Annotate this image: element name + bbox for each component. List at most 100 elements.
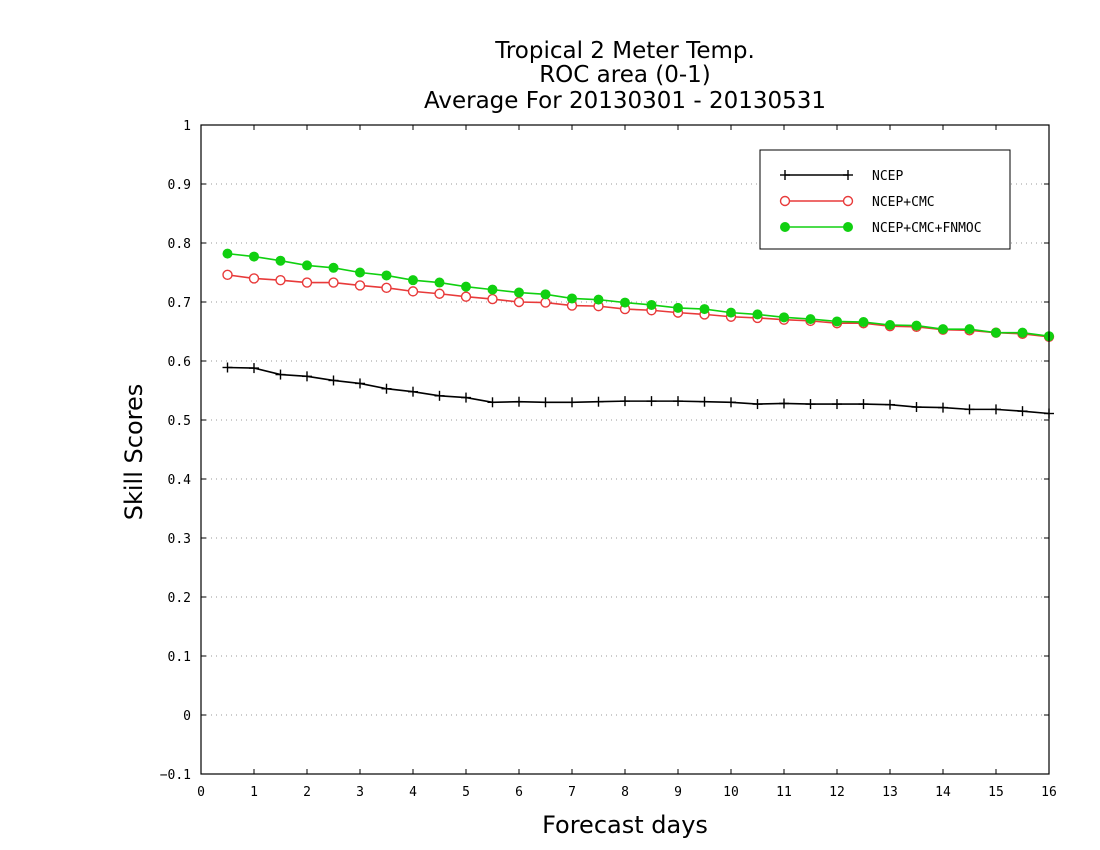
- series-ncep: [222, 362, 1054, 419]
- data-point-ncep-cmc-fnmoc: [964, 324, 975, 335]
- legend: NCEP NCEP+CMC NCEP+CMC+FNMOC: [759, 149, 1011, 250]
- data-point-ncep: [911, 402, 922, 413]
- data-point-ncep: [1017, 406, 1028, 417]
- data-point-ncep: [514, 396, 524, 407]
- data-point-ncep-cmc: [328, 277, 339, 288]
- data-point-ncep: [673, 396, 683, 407]
- x-tick-label: 11: [776, 785, 792, 800]
- data-point-ncep: [540, 397, 551, 408]
- legend-label: NCEP+CMC+FNMOC: [872, 221, 982, 236]
- data-point-ncep-cmc-fnmoc: [408, 275, 418, 286]
- title-line-1: Tropical 2 Meter Temp.: [494, 38, 755, 64]
- x-tick-label: 10: [723, 785, 739, 800]
- data-point-ncep-cmc-fnmoc: [1017, 327, 1028, 338]
- data-point-ncep-cmc-fnmoc: [222, 248, 233, 259]
- data-point-ncep: [328, 375, 339, 386]
- data-point-ncep-cmc-fnmoc: [885, 320, 895, 331]
- data-point-ncep-cmc-fnmoc: [355, 267, 365, 278]
- series-ncep-cmc: [222, 269, 1055, 343]
- data-point-ncep: [832, 399, 842, 410]
- y-tick-label: 0.4: [168, 473, 192, 488]
- data-point-ncep: [726, 397, 736, 408]
- legend-marker: [780, 222, 790, 232]
- data-point-ncep-cmc-fnmoc: [699, 304, 710, 315]
- chart-title: Tropical 2 Meter Temp. ROC area (0-1) Av…: [424, 38, 826, 114]
- data-point-ncep-cmc-fnmoc: [249, 251, 259, 262]
- legend-marker: [779, 195, 791, 207]
- data-point-ncep: [222, 362, 233, 373]
- data-point-ncep-cmc: [354, 280, 366, 291]
- data-point-ncep-cmc-fnmoc: [620, 297, 630, 308]
- x-tick-label: 2: [303, 785, 311, 800]
- x-tick-label: 14: [935, 785, 951, 800]
- y-tick-label: 0.6: [168, 355, 191, 370]
- data-point-ncep: [434, 390, 445, 401]
- data-point-ncep-cmc-fnmoc: [832, 316, 842, 327]
- data-point-ncep: [991, 404, 1001, 415]
- data-point-ncep-cmc: [407, 286, 419, 297]
- x-tick-label: 8: [621, 785, 629, 800]
- series-ncep-cmc-fnmoc: [222, 248, 1054, 342]
- data-point-ncep-cmc-fnmoc: [514, 287, 524, 298]
- legend-marker: [843, 222, 853, 232]
- legend-item-ncep-cmc-fnmoc: NCEP+CMC+FNMOC: [780, 221, 982, 236]
- data-point-ncep: [275, 369, 286, 380]
- legend-label: NCEP+CMC: [872, 195, 935, 210]
- data-point-ncep: [752, 399, 763, 410]
- data-point-ncep-cmc: [381, 282, 392, 294]
- legend-marker: [780, 170, 790, 180]
- legend-box: [759, 149, 1011, 250]
- y-tick-label: 0: [183, 709, 191, 724]
- x-tick-label: 16: [1041, 785, 1057, 800]
- data-point-ncep-cmc-fnmoc: [911, 320, 922, 331]
- data-point-ncep-cmc-fnmoc: [487, 284, 498, 295]
- data-point-ncep: [646, 396, 657, 407]
- y-tick-label: 0.7: [168, 296, 191, 311]
- grid-lines: [201, 183, 1049, 716]
- x-tick-label: 15: [988, 785, 1004, 800]
- data-point-ncep-cmc: [275, 274, 286, 286]
- data-point-ncep: [487, 397, 498, 408]
- data-point-ncep-cmc-fnmoc: [275, 255, 286, 266]
- data-point-ncep: [408, 386, 418, 397]
- legend-marker: [842, 195, 854, 207]
- data-point-ncep: [779, 398, 789, 409]
- data-point-ncep-cmc: [301, 277, 313, 288]
- data-point-ncep: [593, 396, 604, 407]
- legend-marker: [843, 170, 853, 180]
- y-tick-label: 0.2: [168, 591, 191, 606]
- x-tick-label: 12: [829, 785, 845, 800]
- series-line-ncep: [227, 366, 1050, 415]
- title-line-3: Average For 20130301 - 20130531: [424, 88, 826, 114]
- data-point-ncep-cmc-fnmoc: [434, 277, 445, 288]
- x-tick-label: 6: [515, 785, 523, 800]
- data-point-ncep: [567, 397, 577, 408]
- data-point-ncep-cmc-fnmoc: [461, 281, 471, 292]
- data-point-ncep: [381, 383, 392, 394]
- x-tick-label: 13: [882, 785, 898, 800]
- x-tick-label: 4: [409, 785, 417, 800]
- x-tick-label: 1: [250, 785, 258, 800]
- x-tick-label: 7: [568, 785, 576, 800]
- data-point-ncep: [699, 396, 710, 407]
- data-point-ncep-cmc-fnmoc: [381, 270, 392, 281]
- data-point-ncep: [302, 371, 312, 382]
- data-point-ncep-cmc: [487, 293, 498, 305]
- data-point-ncep-cmc: [513, 296, 525, 308]
- data-point-ncep: [620, 396, 630, 407]
- data-point-ncep-cmc-fnmoc: [646, 299, 657, 310]
- axis-ticks: −0.100.10.20.30.40.50.60.70.80.910 1 2 3 4 5 6…: [160, 119, 1057, 800]
- y-tick-label: 0.5: [168, 414, 191, 429]
- data-point-ncep-cmc: [460, 291, 472, 302]
- data-point-ncep-cmc-fnmoc: [991, 327, 1001, 338]
- x-axis-title: Forecast days: [542, 811, 708, 839]
- x-tick-label: 5: [462, 785, 470, 800]
- legend-item-ncep: NCEP: [780, 169, 903, 184]
- data-point-ncep: [938, 402, 948, 413]
- data-point-ncep-cmc-fnmoc: [302, 260, 312, 271]
- data-point-ncep-cmc: [222, 269, 233, 281]
- data-point-ncep-cmc-fnmoc: [673, 302, 683, 313]
- plot-frame: [200, 124, 1050, 775]
- y-tick-label: 0.1: [168, 650, 191, 665]
- data-point-ncep: [885, 399, 895, 410]
